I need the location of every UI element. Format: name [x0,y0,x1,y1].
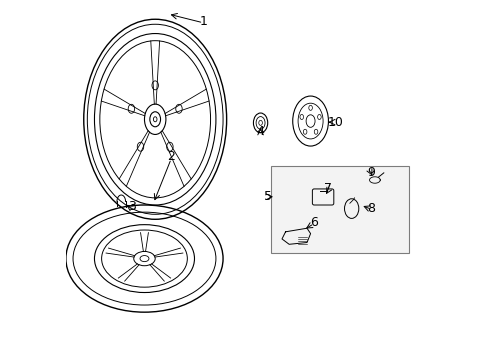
Text: 3: 3 [128,200,136,213]
Text: 7: 7 [324,183,332,195]
Text: 10: 10 [327,116,343,129]
Text: 9: 9 [366,166,374,179]
Bar [271,166,408,253]
Text: 2: 2 [167,150,175,163]
Text: 1: 1 [199,14,207,27]
Text: 4: 4 [256,125,264,138]
Text: 6: 6 [309,216,318,229]
Text: 5: 5 [263,190,271,203]
Text: 8: 8 [366,202,375,215]
